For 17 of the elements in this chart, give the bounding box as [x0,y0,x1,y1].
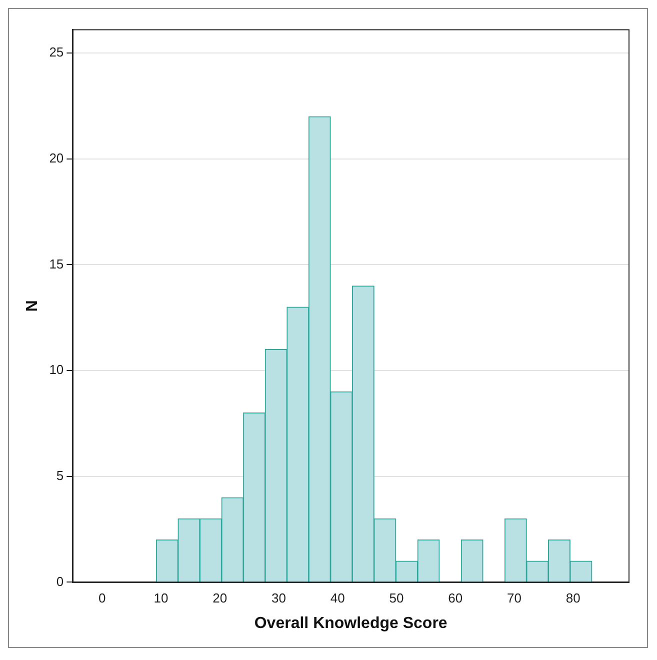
x-tick-label: 20 [212,590,228,606]
y-tick-label: 25 [49,44,64,60]
y-tick-label: 5 [56,468,64,483]
y-tick-label: 10 [49,362,64,378]
x-tick-label: 60 [448,590,463,606]
y-tick-label: 0 [56,574,64,589]
x-tick-label: 70 [506,590,522,606]
x-tick-label: 50 [389,590,404,606]
x-tick-label: 0 [98,590,106,606]
y-tick-label: 20 [49,150,64,166]
x-tick-label: 10 [154,590,168,606]
y-tick-label: 15 [49,256,64,272]
x-tick-label: 40 [330,590,345,606]
y-axis-title: N [24,300,42,312]
x-tick-label: 30 [271,590,286,606]
x-axis-title: Overall Knowledge Score [254,614,448,632]
x-tick-label: 80 [566,590,580,606]
